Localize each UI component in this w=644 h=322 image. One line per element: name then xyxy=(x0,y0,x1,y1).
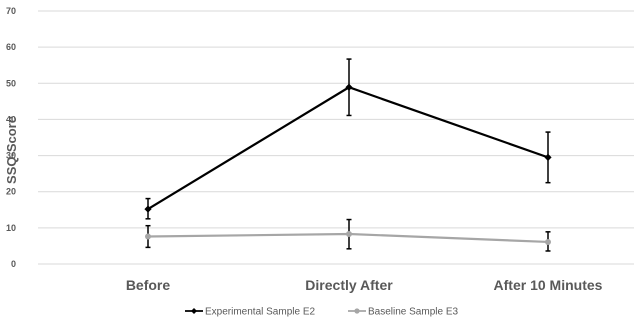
x-axis-ticks: Before Directly After After 10 Minutes xyxy=(126,277,603,293)
data-point xyxy=(144,205,152,213)
legend-label: Baseline Sample E3 xyxy=(368,307,458,318)
legend-marker xyxy=(191,308,197,314)
y-tick-label: 40 xyxy=(6,114,16,124)
y-tick-label: 60 xyxy=(6,42,16,52)
y-tick-label: 10 xyxy=(6,223,16,233)
y-tick-label: 20 xyxy=(6,187,16,197)
legend: Experimental Sample E2 Baseline Sample E3 xyxy=(185,307,458,318)
series-line xyxy=(147,86,549,211)
y-axis-ticks: 0 10 20 30 40 50 60 70 xyxy=(6,6,16,269)
y-tick-label: 0 xyxy=(11,259,16,269)
legend-marker xyxy=(354,308,360,314)
legend-label: Experimental Sample E2 xyxy=(205,307,315,318)
x-tick-label: Directly After xyxy=(305,277,393,293)
y-axis-label: SSQ-Score xyxy=(4,116,19,184)
y-tick-label: 30 xyxy=(6,151,16,161)
data-point xyxy=(345,83,353,91)
gridlines xyxy=(38,10,634,265)
y-tick-label: 70 xyxy=(6,6,16,16)
data-point xyxy=(544,153,552,161)
y-tick-label: 50 xyxy=(6,78,16,88)
data-point xyxy=(545,238,551,245)
x-tick-label: Before xyxy=(126,277,171,293)
series-layer xyxy=(144,58,552,252)
x-tick-label: After 10 Minutes xyxy=(494,277,603,293)
data-point xyxy=(346,231,352,238)
data-point xyxy=(145,233,151,240)
